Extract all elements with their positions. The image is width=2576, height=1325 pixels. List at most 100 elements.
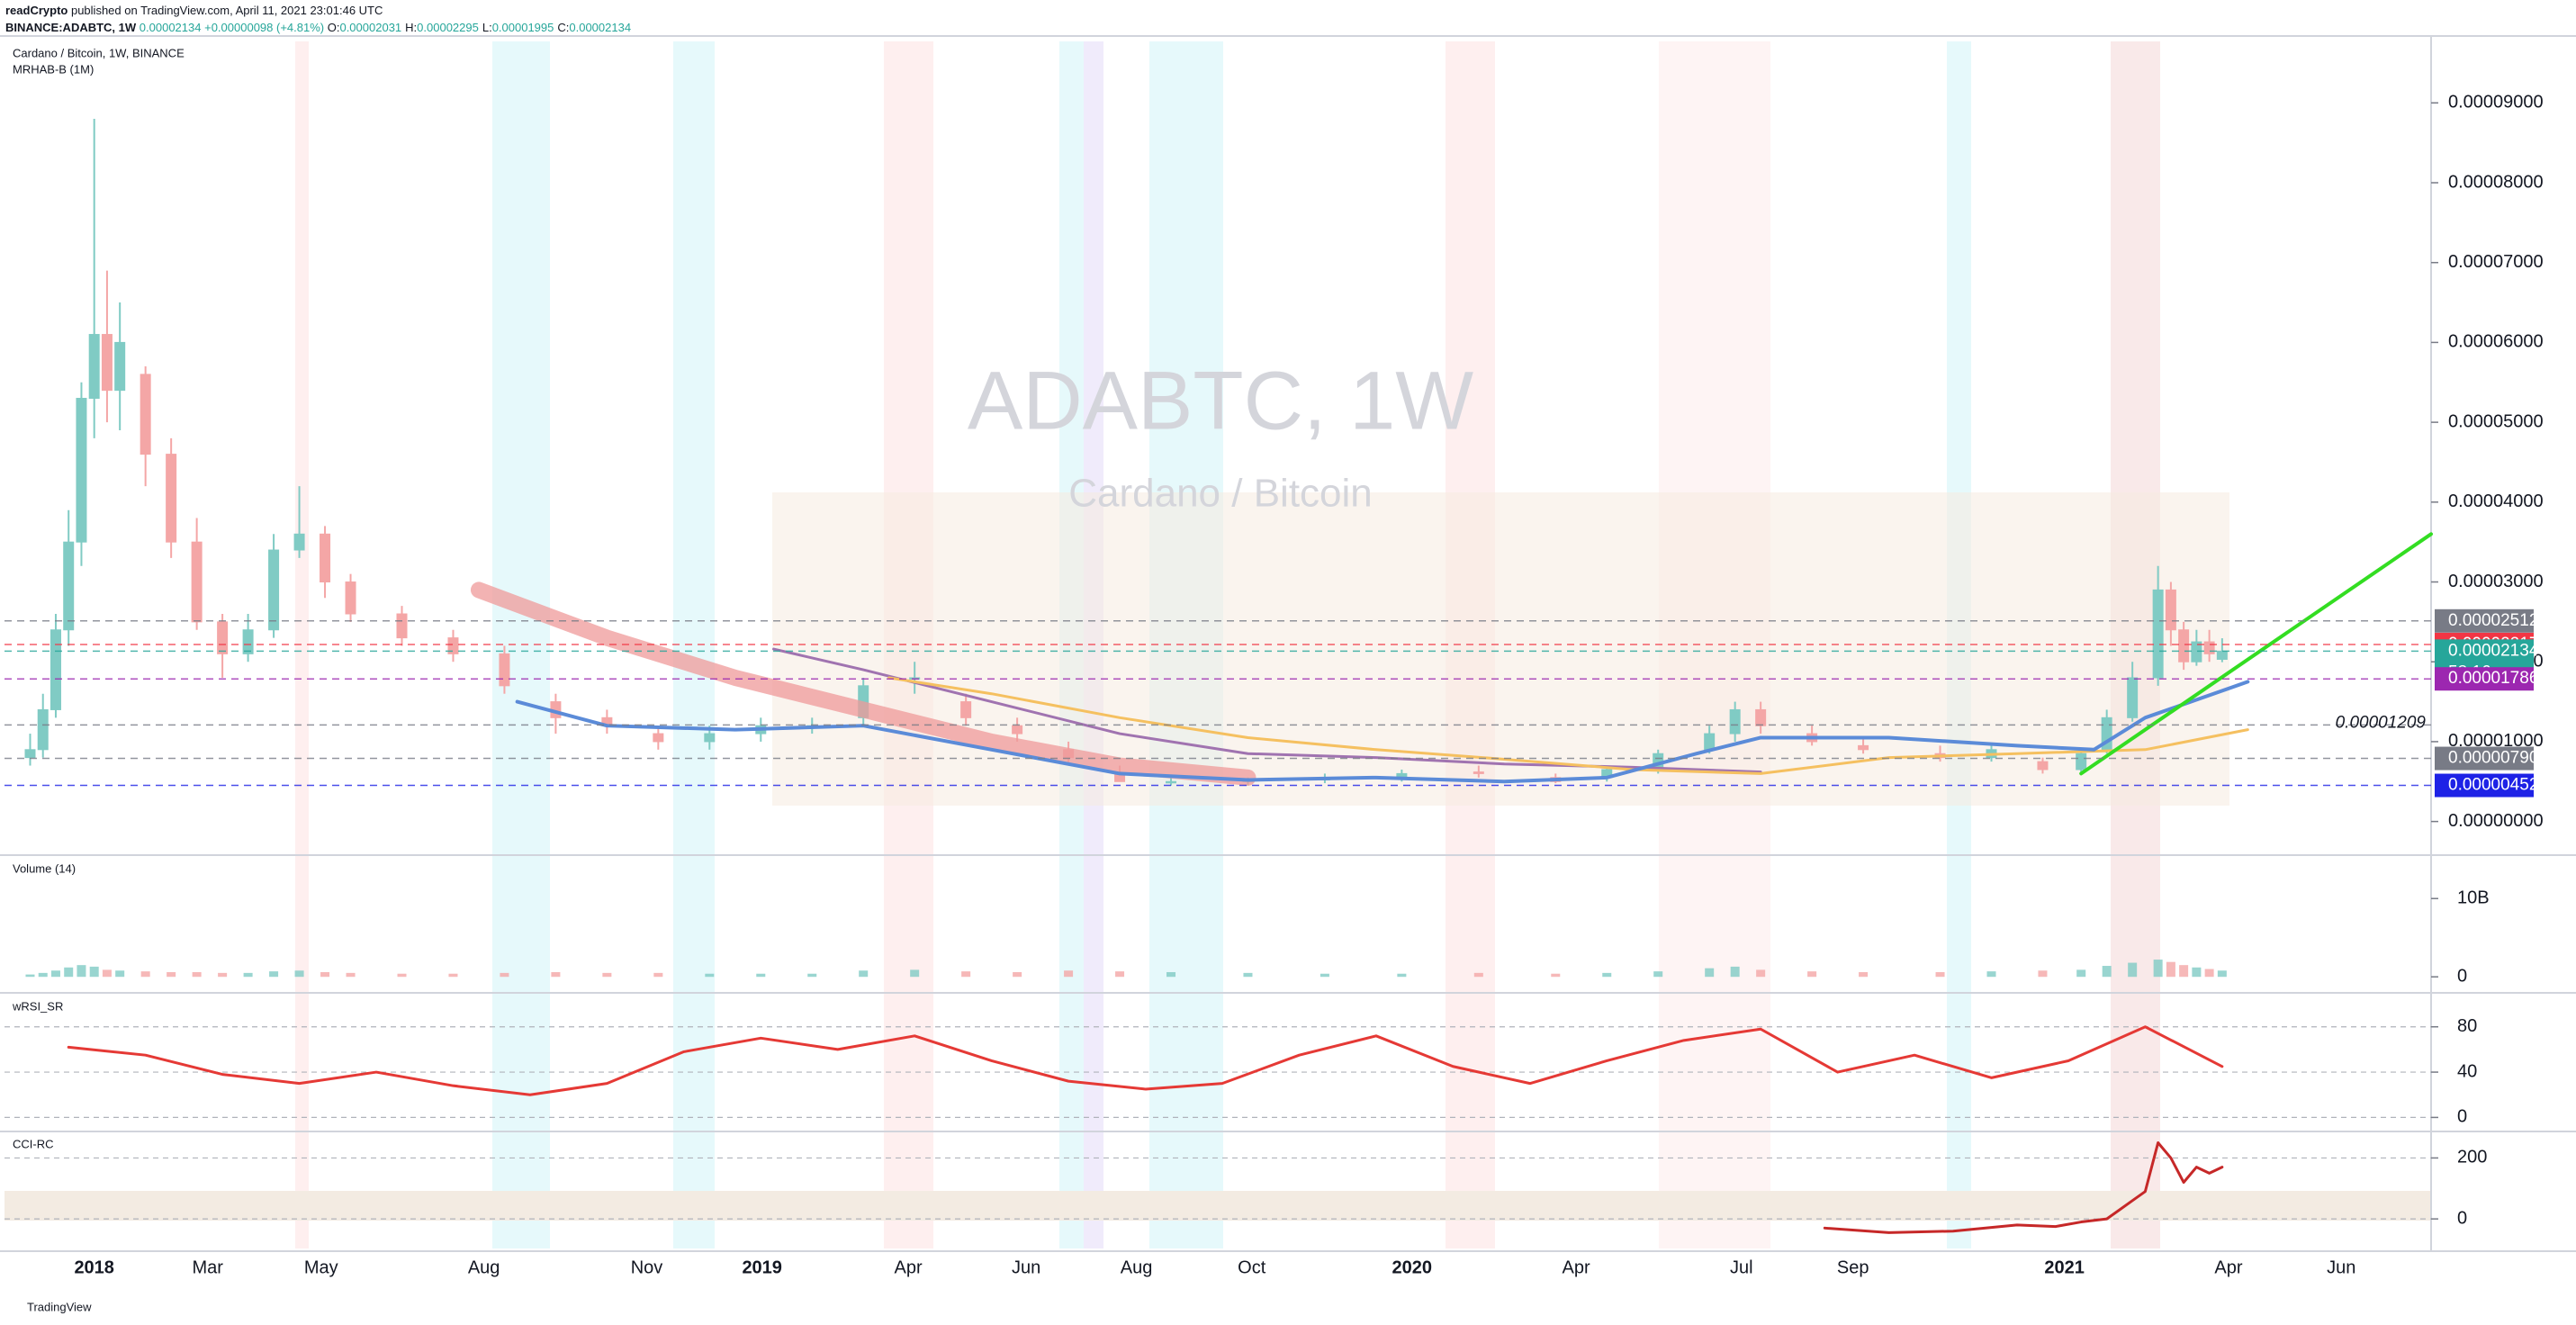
y-tick-label: 0 bbox=[2457, 1107, 2467, 1127]
marks: 0.000000000.000010000.000020000.00003000… bbox=[5, 93, 2544, 1277]
price-label-box bbox=[2435, 746, 2534, 771]
candle-body bbox=[191, 541, 203, 623]
volume-bar bbox=[192, 971, 202, 978]
moving-average bbox=[887, 676, 2249, 775]
volume-bar bbox=[551, 971, 561, 978]
volume-bar bbox=[1653, 971, 1663, 978]
candle-body bbox=[76, 398, 87, 543]
volume-bar bbox=[115, 970, 125, 978]
pane-title: wRSI_SR bbox=[12, 999, 63, 1013]
indicator-line bbox=[67, 1025, 2224, 1096]
y-tick-label: 0.00001000 bbox=[2448, 731, 2544, 751]
candle-body bbox=[345, 581, 356, 615]
volume-bar bbox=[1807, 971, 1817, 978]
volume-bar bbox=[1756, 969, 1766, 978]
header-line: readCrypto published on TradingView.com,… bbox=[5, 2, 635, 19]
price-label-inline: 0.00001209 bbox=[2336, 713, 2427, 732]
volume-bar bbox=[1859, 971, 1869, 978]
x-tick-label: Nov bbox=[631, 1257, 663, 1277]
volume-bar bbox=[64, 967, 74, 978]
price-label: 0.00001786 bbox=[2448, 669, 2538, 688]
y-tick-label: 40 bbox=[2457, 1061, 2477, 1081]
x-tick-label: Jun bbox=[1012, 1257, 1040, 1277]
x-tick-label: Jul bbox=[1730, 1257, 1753, 1277]
y-tick-label: 0.00000000 bbox=[2448, 811, 2544, 831]
candle-body bbox=[114, 341, 126, 392]
pane-borders bbox=[0, 35, 2576, 1252]
volume-bar bbox=[1935, 971, 1945, 978]
volume-bar bbox=[346, 972, 356, 978]
volume-bar bbox=[1730, 966, 1740, 978]
volume-bar bbox=[500, 972, 509, 978]
volume-bar bbox=[2128, 962, 2138, 978]
candle-body bbox=[653, 733, 664, 743]
volume-bar bbox=[602, 972, 612, 978]
volume-bar bbox=[2217, 970, 2227, 978]
volume-bar bbox=[448, 973, 458, 978]
candle-body bbox=[320, 533, 331, 583]
candle-body bbox=[268, 549, 280, 631]
candle-body bbox=[50, 629, 61, 710]
watermark: ADABTC, 1W bbox=[968, 355, 1473, 446]
volume-bar bbox=[1397, 973, 1407, 978]
candle-body bbox=[140, 374, 151, 455]
volume-bar bbox=[77, 965, 86, 978]
volume-bar bbox=[2153, 960, 2163, 978]
candle-body bbox=[2178, 629, 2190, 662]
header: readCrypto published on TradingView.com,… bbox=[5, 2, 635, 36]
ohlc-value: 0.00002134 bbox=[569, 21, 632, 34]
ohlc-value: 0.00001995 bbox=[491, 21, 554, 34]
y-tick-label: 0 bbox=[2457, 1208, 2467, 1228]
y-tick-label: 0.00004000 bbox=[2448, 491, 2544, 511]
candle-body bbox=[2152, 589, 2164, 679]
ohlc-value: 0.00002295 bbox=[417, 21, 479, 34]
x-tick-label: Apr bbox=[2214, 1257, 2242, 1277]
y-tick-label: 200 bbox=[2457, 1148, 2487, 1167]
candle-body bbox=[101, 334, 113, 392]
volume-bar bbox=[2076, 969, 2086, 978]
volume-bar bbox=[102, 969, 112, 978]
moving-average bbox=[470, 581, 1256, 786]
candle-body bbox=[2037, 761, 2049, 771]
volume-bar bbox=[807, 973, 817, 978]
moving-average bbox=[2079, 532, 2433, 776]
price-label-box bbox=[2435, 608, 2534, 633]
volume-bar bbox=[320, 971, 330, 978]
volume-bar bbox=[756, 973, 766, 978]
candle-body bbox=[1755, 708, 1767, 726]
volume-bar bbox=[2204, 969, 2214, 978]
volume-bar bbox=[1013, 971, 1022, 978]
volume-bar bbox=[1473, 972, 1483, 978]
candle-body bbox=[2203, 641, 2215, 654]
volume-bar bbox=[89, 966, 99, 978]
price-label-box bbox=[2435, 667, 2534, 691]
last: 0.00002134 bbox=[139, 21, 202, 34]
x-tick-label: 2020 bbox=[1392, 1257, 1433, 1277]
x-tick-label: 2019 bbox=[742, 1257, 782, 1277]
symbol: BINANCE:ADABTC, 1W bbox=[5, 21, 137, 34]
volume-bar bbox=[167, 971, 176, 978]
candle-body bbox=[2216, 650, 2228, 660]
volume-bar bbox=[1115, 971, 1125, 978]
volume-bar bbox=[1243, 972, 1253, 978]
volume-bar bbox=[2179, 965, 2189, 978]
ohlc-value: 0.00002031 bbox=[339, 21, 402, 34]
y-tick-label: 80 bbox=[2457, 1016, 2477, 1036]
x-tick-label: Sep bbox=[1837, 1257, 1869, 1277]
pane-title: Cardano / Bitcoin, 1W, BINANCE bbox=[13, 46, 185, 59]
y-tick-label: 0 bbox=[2457, 966, 2467, 986]
volume-bar bbox=[653, 972, 663, 978]
change: +0.00000098 (+4.81%) bbox=[204, 21, 325, 34]
ohlc-label: H: bbox=[405, 21, 418, 34]
x-tick-label: Oct bbox=[1238, 1257, 1266, 1277]
volume-bar bbox=[25, 974, 35, 978]
candle-body bbox=[63, 541, 75, 631]
candle-body bbox=[2127, 677, 2139, 718]
y-tick-label: 0.00003000 bbox=[2448, 572, 2544, 591]
x-tick-label: 2018 bbox=[74, 1257, 114, 1277]
candle-body bbox=[293, 533, 305, 551]
volume-bar bbox=[397, 973, 407, 978]
indicator-line bbox=[1823, 1141, 2224, 1234]
x-tick-label: Mar bbox=[193, 1257, 224, 1277]
author: readCrypto bbox=[5, 4, 68, 17]
